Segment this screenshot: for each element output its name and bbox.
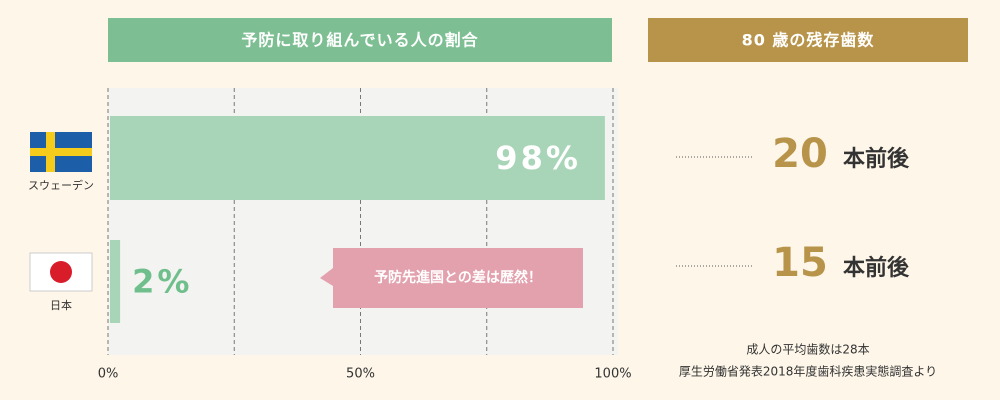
tooth-unit: 本前後 bbox=[843, 146, 910, 172]
side-header bbox=[648, 18, 968, 62]
value-label: 98% bbox=[495, 139, 581, 177]
side-title: 80 歳の残存歯数 bbox=[742, 31, 875, 50]
x-tick-label: 0% bbox=[98, 367, 119, 382]
x-tick-label: 50% bbox=[346, 367, 375, 382]
flag-sweden bbox=[30, 132, 92, 172]
note: 厚生労働省発表2018年度歯科疾患実態調査より bbox=[679, 364, 937, 379]
value-label: 2% bbox=[132, 263, 192, 301]
category-label: 日本 bbox=[50, 298, 72, 312]
category-label: スウェーデン bbox=[28, 178, 94, 192]
grid: 0% 50% 100% bbox=[98, 88, 632, 382]
tooth-count: 20 bbox=[772, 131, 828, 177]
tooth-unit: 本前後 bbox=[843, 255, 910, 281]
note: 成人の平均歯数は28本 bbox=[746, 342, 869, 357]
bars: 98% 2% bbox=[110, 116, 605, 323]
x-tick-label: 100% bbox=[594, 367, 631, 382]
callout bbox=[320, 248, 583, 308]
annotation: 予防先進国との差は歴然！ bbox=[374, 269, 542, 286]
bar bbox=[110, 240, 121, 323]
tooth-count: 15 bbox=[772, 240, 828, 286]
chart-header bbox=[108, 18, 612, 62]
flag-japan bbox=[29, 252, 93, 292]
chart-title: 予防に取り組んでいる人の割合 bbox=[241, 31, 478, 50]
bar bbox=[110, 116, 605, 200]
